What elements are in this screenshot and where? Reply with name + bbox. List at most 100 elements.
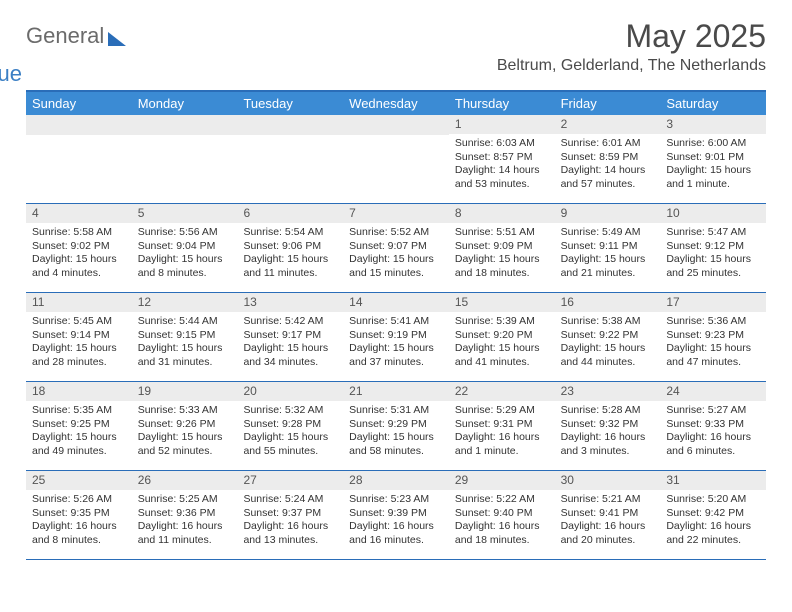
day-body: Sunrise: 5:44 AMSunset: 9:15 PMDaylight:… [132, 312, 238, 376]
day-number: 15 [449, 293, 555, 313]
sunset-text: Sunset: 9:11 PM [561, 240, 655, 254]
day-number: 11 [26, 293, 132, 313]
sunrise-text: Sunrise: 5:33 AM [138, 404, 232, 418]
day-cell: 26Sunrise: 5:25 AMSunset: 9:36 PMDayligh… [132, 471, 238, 559]
sunrise-text: Sunrise: 5:20 AM [666, 493, 760, 507]
location: Beltrum, Gelderland, The Netherlands [497, 57, 766, 75]
day-number: 23 [555, 382, 661, 402]
sunrise-text: Sunrise: 5:21 AM [561, 493, 655, 507]
day-number: 22 [449, 382, 555, 402]
daylight-text: Daylight: 15 hours and 4 minutes. [32, 253, 126, 280]
daylight-text: Daylight: 15 hours and 21 minutes. [561, 253, 655, 280]
daylight-text: Daylight: 14 hours and 53 minutes. [455, 164, 549, 191]
daylight-text: Daylight: 15 hours and 47 minutes. [666, 342, 760, 369]
daylight-text: Daylight: 16 hours and 11 minutes. [138, 520, 232, 547]
daylight-text: Daylight: 16 hours and 16 minutes. [349, 520, 443, 547]
day-body: Sunrise: 5:25 AMSunset: 9:36 PMDaylight:… [132, 490, 238, 554]
day-cell: 30 Sunrise: 5:21 AMSunset: 9:41 PMDayligh… [555, 471, 661, 559]
dow-sunday: Sunday [26, 92, 132, 115]
day-number: 19 [132, 382, 238, 402]
day-number [132, 115, 238, 135]
day-number: 24 [660, 382, 766, 402]
day-cell: 17Sunrise: 5:36 AMSunset: 9:23 PMDayligh… [660, 293, 766, 381]
day-number: 8 [449, 204, 555, 224]
week-row: 11Sunrise: 5:45 AMSunset: 9:14 PMDayligh… [26, 293, 766, 382]
day-number: 12 [132, 293, 238, 313]
day-cell: 11Sunrise: 5:45 AMSunset: 9:14 PMDayligh… [26, 293, 132, 381]
day-body: Sunrise: 5:38 AMSunset: 9:22 PMDaylight:… [555, 312, 661, 376]
day-cell: 12Sunrise: 5:44 AMSunset: 9:15 PMDayligh… [132, 293, 238, 381]
day-number: 21 [343, 382, 449, 402]
day-cell: 1Sunrise: 6:03 AMSunset: 8:57 PMDaylight… [449, 115, 555, 203]
day-number: 13 [237, 293, 343, 313]
sunrise-text: Sunrise: 5:45 AM [32, 315, 126, 329]
sunrise-text: Sunrise: 5:29 AM [455, 404, 549, 418]
title-block: May 2025 Beltrum, Gelderland, The Nether… [497, 18, 766, 75]
sunrise-text: Sunrise: 5:47 AM [666, 226, 760, 240]
daylight-text: Daylight: 15 hours and 52 minutes. [138, 431, 232, 458]
day-body [343, 135, 449, 144]
day-cell: 27Sunrise: 5:24 AMSunset: 9:37 PMDayligh… [237, 471, 343, 559]
day-body: Sunrise: 5:45 AMSunset: 9:14 PMDaylight:… [26, 312, 132, 376]
daylight-text: Daylight: 15 hours and 34 minutes. [243, 342, 337, 369]
day-number: 30 [555, 471, 661, 491]
day-cell: 29Sunrise: 5:22 AMSunset: 9:40 PMDayligh… [449, 471, 555, 559]
sunset-text: Sunset: 9:41 PM [561, 507, 655, 521]
day-cell: 23Sunrise: 5:28 AMSunset: 9:32 PMDayligh… [555, 382, 661, 470]
day-cell: 31Sunrise: 5:20 AMSunset: 9:42 PMDayligh… [660, 471, 766, 559]
day-cell: 13Sunrise: 5:42 AMSunset: 9:17 PMDayligh… [237, 293, 343, 381]
sunset-text: Sunset: 9:33 PM [666, 418, 760, 432]
sunrise-text: Sunrise: 5:41 AM [349, 315, 443, 329]
day-cell: 21Sunrise: 5:31 AMSunset: 9:29 PMDayligh… [343, 382, 449, 470]
sunset-text: Sunset: 9:35 PM [32, 507, 126, 521]
sunrise-text: Sunrise: 5:24 AM [243, 493, 337, 507]
day-number: 7 [343, 204, 449, 224]
day-body [26, 135, 132, 144]
sunrise-text: Sunrise: 5:26 AM [32, 493, 126, 507]
day-of-week-row: Sunday Monday Tuesday Wednesday Thursday… [26, 92, 766, 115]
day-body: Sunrise: 5:41 AMSunset: 9:19 PMDaylight:… [343, 312, 449, 376]
sunrise-text: Sunrise: 5:39 AM [455, 315, 549, 329]
sunrise-text: Sunrise: 5:38 AM [561, 315, 655, 329]
daylight-text: Daylight: 16 hours and 3 minutes. [561, 431, 655, 458]
triangle-icon [108, 32, 126, 46]
dow-wednesday: Wednesday [343, 92, 449, 115]
sunset-text: Sunset: 9:01 PM [666, 151, 760, 165]
sunrise-text: Sunrise: 5:44 AM [138, 315, 232, 329]
daylight-text: Daylight: 16 hours and 20 minutes. [561, 520, 655, 547]
day-number: 16 [555, 293, 661, 313]
sunrise-text: Sunrise: 5:54 AM [243, 226, 337, 240]
day-body: Sunrise: 5:24 AMSunset: 9:37 PMDaylight:… [237, 490, 343, 554]
daylight-text: Daylight: 15 hours and 58 minutes. [349, 431, 443, 458]
day-number: 9 [555, 204, 661, 224]
logo-text-blue: Blue [0, 64, 104, 84]
daylight-text: Daylight: 15 hours and 31 minutes. [138, 342, 232, 369]
sunset-text: Sunset: 9:15 PM [138, 329, 232, 343]
day-cell: 7Sunrise: 5:52 AMSunset: 9:07 PMDaylight… [343, 204, 449, 292]
daylight-text: Daylight: 15 hours and 49 minutes. [32, 431, 126, 458]
day-number: 4 [26, 204, 132, 224]
dow-thursday: Thursday [449, 92, 555, 115]
day-body: Sunrise: 5:54 AMSunset: 9:06 PMDaylight:… [237, 223, 343, 287]
day-body: Sunrise: 5:27 AMSunset: 9:33 PMDaylight:… [660, 401, 766, 465]
day-cell: 20Sunrise: 5:32 AMSunset: 9:28 PMDayligh… [237, 382, 343, 470]
daylight-text: Daylight: 16 hours and 1 minute. [455, 431, 549, 458]
week-row: 1Sunrise: 6:03 AMSunset: 8:57 PMDaylight… [26, 115, 766, 204]
day-number: 5 [132, 204, 238, 224]
day-body: Sunrise: 5:32 AMSunset: 9:28 PMDaylight:… [237, 401, 343, 465]
sunrise-text: Sunrise: 5:35 AM [32, 404, 126, 418]
sunrise-text: Sunrise: 6:01 AM [561, 137, 655, 151]
daylight-text: Daylight: 15 hours and 37 minutes. [349, 342, 443, 369]
day-number: 20 [237, 382, 343, 402]
daylight-text: Daylight: 15 hours and 11 minutes. [243, 253, 337, 280]
day-body: Sunrise: 5:42 AMSunset: 9:17 PMDaylight:… [237, 312, 343, 376]
day-cell: 24Sunrise: 5:27 AMSunset: 9:33 PMDayligh… [660, 382, 766, 470]
day-number [237, 115, 343, 135]
day-cell: 16Sunrise: 5:38 AMSunset: 9:22 PMDayligh… [555, 293, 661, 381]
dow-friday: Friday [555, 92, 661, 115]
daylight-text: Daylight: 16 hours and 13 minutes. [243, 520, 337, 547]
day-cell [237, 115, 343, 203]
day-cell: 3Sunrise: 6:00 AMSunset: 9:01 PMDaylight… [660, 115, 766, 203]
day-body: Sunrise: 5:29 AMSunset: 9:31 PMDaylight:… [449, 401, 555, 465]
sunset-text: Sunset: 9:31 PM [455, 418, 549, 432]
